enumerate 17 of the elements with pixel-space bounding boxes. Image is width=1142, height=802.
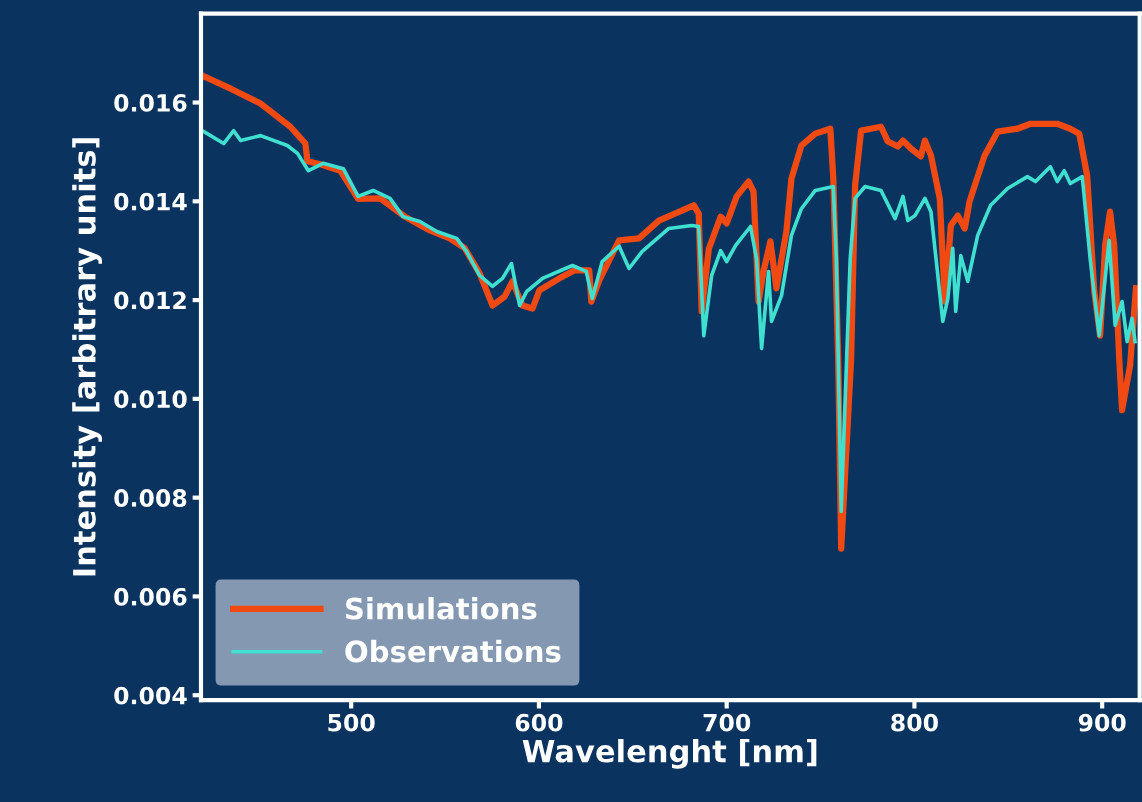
x-tick-label: 700 — [703, 713, 751, 732]
y-tick-label: 0.014 — [114, 192, 187, 211]
y-tick-label: 0.010 — [114, 390, 187, 409]
x-tick-label: 600 — [515, 713, 563, 732]
y-tick-label: 0.008 — [114, 489, 187, 507]
y-tick-label: 0.004 — [114, 686, 187, 705]
y-tick-label: 0.006 — [114, 587, 187, 606]
y-axis-title: Intensity [arbitrary units] — [72, 138, 103, 576]
y-tick-label: 0.016 — [114, 93, 187, 112]
y-tick-label: 0.012 — [114, 291, 186, 310]
x-tick-label: 900 — [1078, 713, 1126, 732]
legend-label: Observations — [345, 639, 561, 663]
line-series — [202, 128, 1137, 514]
x-tick-label: 500 — [328, 713, 375, 732]
x-tick-label: 800 — [891, 713, 938, 732]
legend-label: Simulations — [346, 597, 537, 620]
x-axis-title: Wavelenght [nm] — [522, 738, 817, 769]
